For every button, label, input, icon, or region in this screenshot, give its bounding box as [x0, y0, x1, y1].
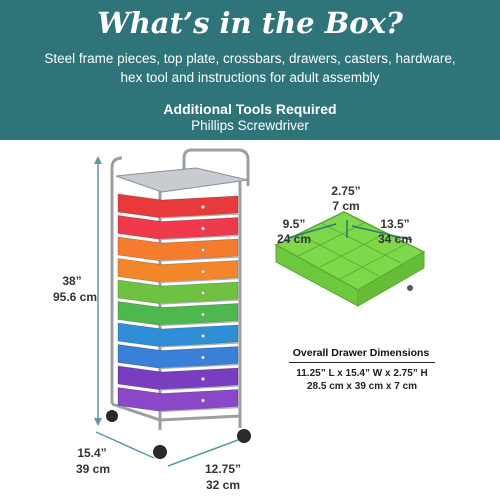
width-dimension-line	[167, 439, 239, 467]
contents-description: Steel frame pieces, top plate, crossbars…	[44, 51, 456, 85]
overall-dimensions-metric: 28.5 cm x 39 cm x 7 cm	[306, 381, 418, 392]
banner-title: What’s in the Box?	[97, 6, 403, 40]
drawer-width-label-in: 13.5”	[380, 217, 410, 231]
cart-drawer	[117, 387, 239, 412]
depth-dimension-line	[95, 431, 155, 459]
drawer-rail	[159, 406, 241, 413]
cart-drawer	[117, 215, 239, 240]
drawer-rail	[159, 320, 241, 327]
single-drawer	[274, 211, 426, 307]
overall-dimensions-imperial: 11.25” L x 15.4” W x 2.75” H	[296, 368, 428, 379]
drawer-knob	[200, 290, 206, 296]
height-label-in: 38”	[62, 274, 82, 288]
casters	[106, 410, 251, 459]
cart-drawer	[117, 365, 239, 391]
drawer-knob	[200, 312, 206, 317]
cart-drawer	[117, 344, 239, 369]
drawer-knob	[200, 226, 206, 231]
drawer-rail	[159, 213, 241, 219]
drawer-rail	[159, 256, 241, 262]
caster-front-left	[153, 445, 167, 459]
drawer-depth-label-in: 2.75”	[331, 184, 361, 198]
cart-drawer	[117, 279, 239, 305]
drawer-width-label-cm: 34 cm	[377, 232, 413, 246]
drawer-width-line	[351, 225, 413, 241]
drawer-knob	[200, 376, 206, 382]
drawer-knob	[200, 355, 206, 360]
cart-drawer	[117, 322, 239, 348]
drawer-knob	[200, 398, 206, 403]
cart-drawers	[117, 193, 241, 413]
bottom-crossbar-left	[111, 402, 161, 422]
cart-drawer	[117, 236, 239, 262]
drawer-knob	[200, 269, 206, 274]
overall-dimensions-title: Overall Drawer Dimensions	[292, 347, 430, 359]
drawer-depth-label-cm: 7 cm	[332, 199, 360, 213]
depth-label-cm: 39 cm	[75, 462, 111, 476]
header-banner: What’s in the Box? Steel frame pieces, t…	[0, 0, 500, 140]
drawer-rail	[159, 363, 241, 370]
cart-drawer	[117, 258, 239, 283]
drawer-knob	[200, 204, 206, 210]
additional-tools-heading: Additional Tools Required	[163, 101, 337, 117]
drawer-length-label-cm: 24 cm	[276, 232, 312, 246]
dimensions-divider	[289, 362, 435, 363]
frame-top-left	[110, 156, 123, 169]
drawer-rail	[159, 342, 241, 348]
drawer-length-line	[287, 223, 337, 239]
drawer-rail	[159, 299, 241, 305]
drawer-knob	[200, 247, 206, 253]
drawer-knob	[200, 333, 206, 339]
depth-label-in: 15.4”	[77, 446, 107, 460]
width-label-cm: 32 cm	[205, 478, 241, 492]
caster-rear-left	[106, 410, 118, 422]
caster-front-right	[237, 429, 251, 443]
drawer-length-label-in: 9.5”	[282, 217, 306, 231]
height-label-cm: 95.6 cm	[52, 290, 98, 304]
top-plate	[115, 167, 249, 193]
cart-drawer	[117, 193, 239, 219]
additional-tool-item: Phillips Screwdriver	[191, 118, 309, 133]
cart-drawer	[117, 301, 239, 326]
drawer-rail	[159, 234, 241, 241]
drawer-rail	[159, 385, 241, 391]
drawer-knob	[407, 285, 413, 291]
handle	[182, 148, 250, 186]
drawer-rail	[159, 277, 241, 284]
width-label-in: 12.75”	[204, 462, 242, 476]
